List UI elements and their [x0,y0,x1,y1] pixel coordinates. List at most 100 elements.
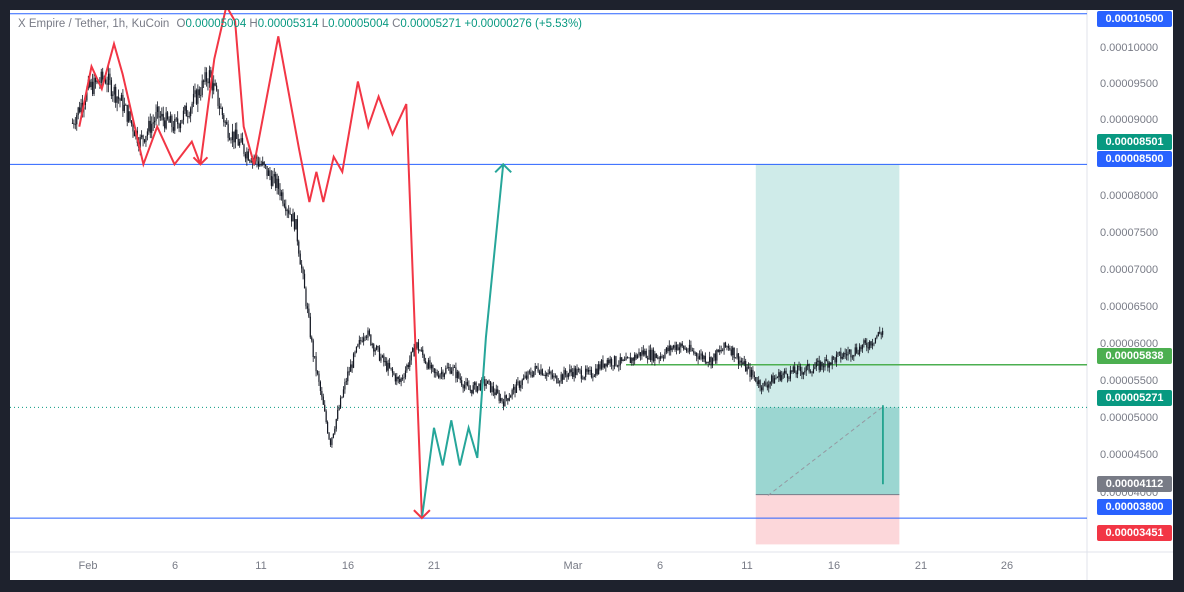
candle-body [159,116,161,118]
candle-body [214,83,216,86]
candle-body [838,351,840,353]
candle-body [116,96,118,103]
candle-body [827,360,829,368]
candle-body [453,367,456,368]
price-badge-resistance-line: 0.00008500 [1097,151,1172,167]
candle-body [583,377,585,379]
candle-body [609,359,611,364]
candle-body [858,346,861,355]
candle-body [801,371,803,375]
candle-body [172,126,174,131]
candle-body [406,364,408,371]
candle-body [276,178,278,188]
price-tick: 0.00006000 [1100,338,1159,350]
candle-body [642,350,644,355]
candle-body [639,352,642,357]
candle-body [169,115,172,123]
candle-body [703,355,705,360]
candle-body [79,107,81,113]
candle-body [282,192,284,204]
candle-body [125,104,127,106]
candle-body [322,396,324,405]
candle-body [471,389,473,394]
candle-body [690,344,692,351]
candle-body [327,422,329,433]
candle-body [455,367,457,379]
candle-body [239,141,241,146]
candle-body [722,350,724,352]
candle-body [877,332,879,336]
candle-body [468,385,470,390]
candle-body [739,360,741,364]
chart-panel[interactable]: X Empire / Tether, 1h, KuCoin O0.0000500… [10,10,1173,580]
candle-body [736,353,738,358]
candle-body [119,98,121,101]
candle-body [850,350,852,358]
candle-body [128,111,130,122]
candle-body [240,138,242,142]
candle-body [747,366,750,368]
candle-body [550,371,552,375]
candle-body [634,354,636,361]
high-label: H [249,18,258,30]
candle-body [478,383,480,387]
candle-body [308,308,310,317]
candle-body [256,156,258,162]
candle-body [148,120,150,132]
candle-body [511,389,513,396]
candle-body [737,353,740,364]
candle-body [331,437,333,445]
candle-body [585,368,587,378]
candle-body [463,385,466,389]
time-tick: 16 [341,560,355,572]
candle-body [342,389,345,397]
candle-body [316,371,319,374]
candle-body [661,356,663,358]
candle-body [325,411,327,423]
candle-body [420,349,422,351]
loss-zone [755,494,900,545]
candle-body [249,160,251,162]
candle-body [377,346,379,348]
candle-body [200,94,202,96]
time-tick: 16 [827,560,841,572]
candle-body [507,398,509,401]
price-chart[interactable] [10,10,1173,580]
close-label: C [392,18,401,30]
candle-body [280,192,283,197]
candle-body [187,116,189,118]
time-tick: Mar [563,560,583,572]
candle-body [296,219,298,242]
candle-body [487,380,489,384]
candle-body [262,161,264,165]
candle-body [117,96,120,99]
candle-body [873,342,875,344]
candle-body [688,344,691,352]
candle-body [295,219,297,230]
candle-body [717,349,719,352]
candle-body [246,151,248,159]
candle-body [710,357,712,366]
candle-body [595,368,597,376]
candle-body [613,356,616,367]
candle-body [811,372,813,374]
candle-body [714,353,717,361]
candle-body [371,344,373,346]
candle-body [288,210,290,214]
price-tick: 0.00007500 [1100,227,1159,239]
candle-body [260,163,262,165]
candle-body [484,379,486,386]
candle-body [215,85,218,90]
candle-body [587,370,590,372]
candle-body [517,381,519,383]
candle-body [510,395,512,398]
candle-body [425,361,427,364]
candle-body [93,77,95,95]
candle-body [670,345,672,351]
candle-body [228,137,231,140]
candle-body [847,351,849,356]
candle-body [866,342,868,348]
candle-body [514,386,516,393]
candle-body [279,188,281,197]
candle-body [726,346,728,347]
